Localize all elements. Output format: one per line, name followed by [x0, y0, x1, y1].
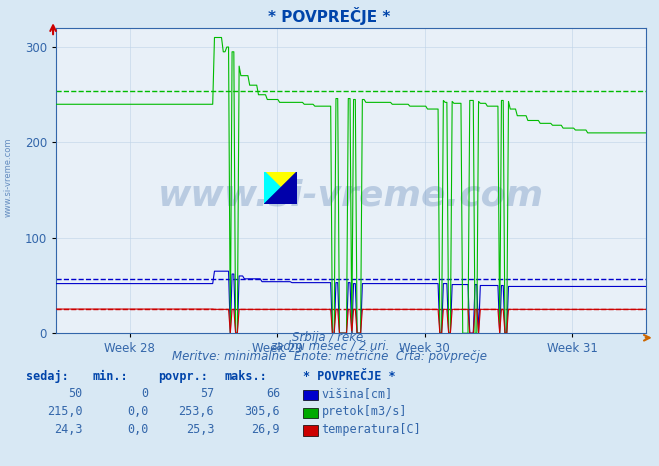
Text: 25,3: 25,3	[186, 423, 214, 436]
Text: * POVPREČJE *: * POVPREČJE *	[268, 7, 391, 25]
Text: 50: 50	[68, 388, 82, 400]
Text: 66: 66	[266, 388, 280, 400]
Text: sedaj:: sedaj:	[26, 370, 69, 383]
Text: * POVPREČJE *: * POVPREČJE *	[303, 370, 396, 383]
Text: 0: 0	[141, 388, 148, 400]
Text: 24,3: 24,3	[54, 423, 82, 436]
Text: višina[cm]: višina[cm]	[322, 388, 393, 400]
Text: povpr.:: povpr.:	[158, 370, 208, 383]
Text: 305,6: 305,6	[244, 405, 280, 418]
Text: www.si-vreme.com: www.si-vreme.com	[158, 179, 544, 213]
Text: 0,0: 0,0	[127, 405, 148, 418]
Text: 0,0: 0,0	[127, 423, 148, 436]
Text: temperatura[C]: temperatura[C]	[322, 423, 421, 436]
Text: Meritve: minimalne  Enote: metrične  Črta: povprečje: Meritve: minimalne Enote: metrične Črta:…	[172, 348, 487, 363]
Polygon shape	[264, 171, 297, 204]
Polygon shape	[264, 171, 297, 204]
Text: maks.:: maks.:	[224, 370, 267, 383]
Text: pretok[m3/s]: pretok[m3/s]	[322, 405, 407, 418]
Text: 215,0: 215,0	[47, 405, 82, 418]
Text: 26,9: 26,9	[252, 423, 280, 436]
Text: www.si-vreme.com: www.si-vreme.com	[3, 137, 13, 217]
Text: min.:: min.:	[92, 370, 128, 383]
Text: 57: 57	[200, 388, 214, 400]
Text: zadnji mesec / 2 uri.: zadnji mesec / 2 uri.	[270, 341, 389, 353]
Polygon shape	[264, 171, 281, 204]
Text: Srbija / reke.: Srbija / reke.	[292, 331, 367, 344]
Text: 253,6: 253,6	[179, 405, 214, 418]
